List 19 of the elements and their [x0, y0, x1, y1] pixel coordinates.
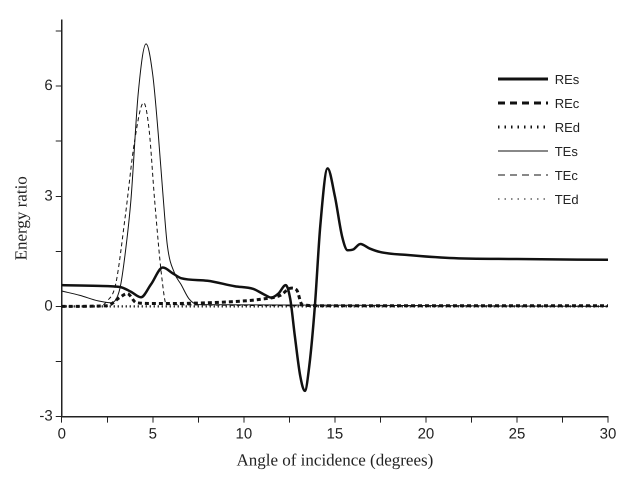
x-tick-label: 10: [235, 426, 252, 443]
x-tick-label: 20: [418, 426, 434, 443]
legend-label: REd: [554, 120, 580, 134]
x-tick-label: 25: [508, 426, 526, 443]
legend-label: TEc: [554, 168, 578, 182]
legend-label: TEd: [554, 192, 579, 206]
x-tick-label: 30: [600, 426, 616, 443]
y-tick-label: 3: [44, 187, 53, 204]
y-axis-title: Energy ratio: [12, 176, 31, 260]
legend-label: REc: [554, 96, 580, 110]
x-axis-title: Angle of incidence (degrees): [236, 450, 434, 470]
x-tick-label: 5: [148, 426, 157, 443]
y-tick-label: 0: [44, 298, 53, 315]
legend-label: TEs: [554, 144, 578, 158]
x-tick-label: 15: [326, 426, 344, 443]
y-tick-label: 6: [44, 77, 53, 94]
x-tick-label: 0: [58, 426, 66, 443]
y-tick-label: -3: [39, 408, 53, 425]
legend-label: REs: [554, 72, 580, 86]
